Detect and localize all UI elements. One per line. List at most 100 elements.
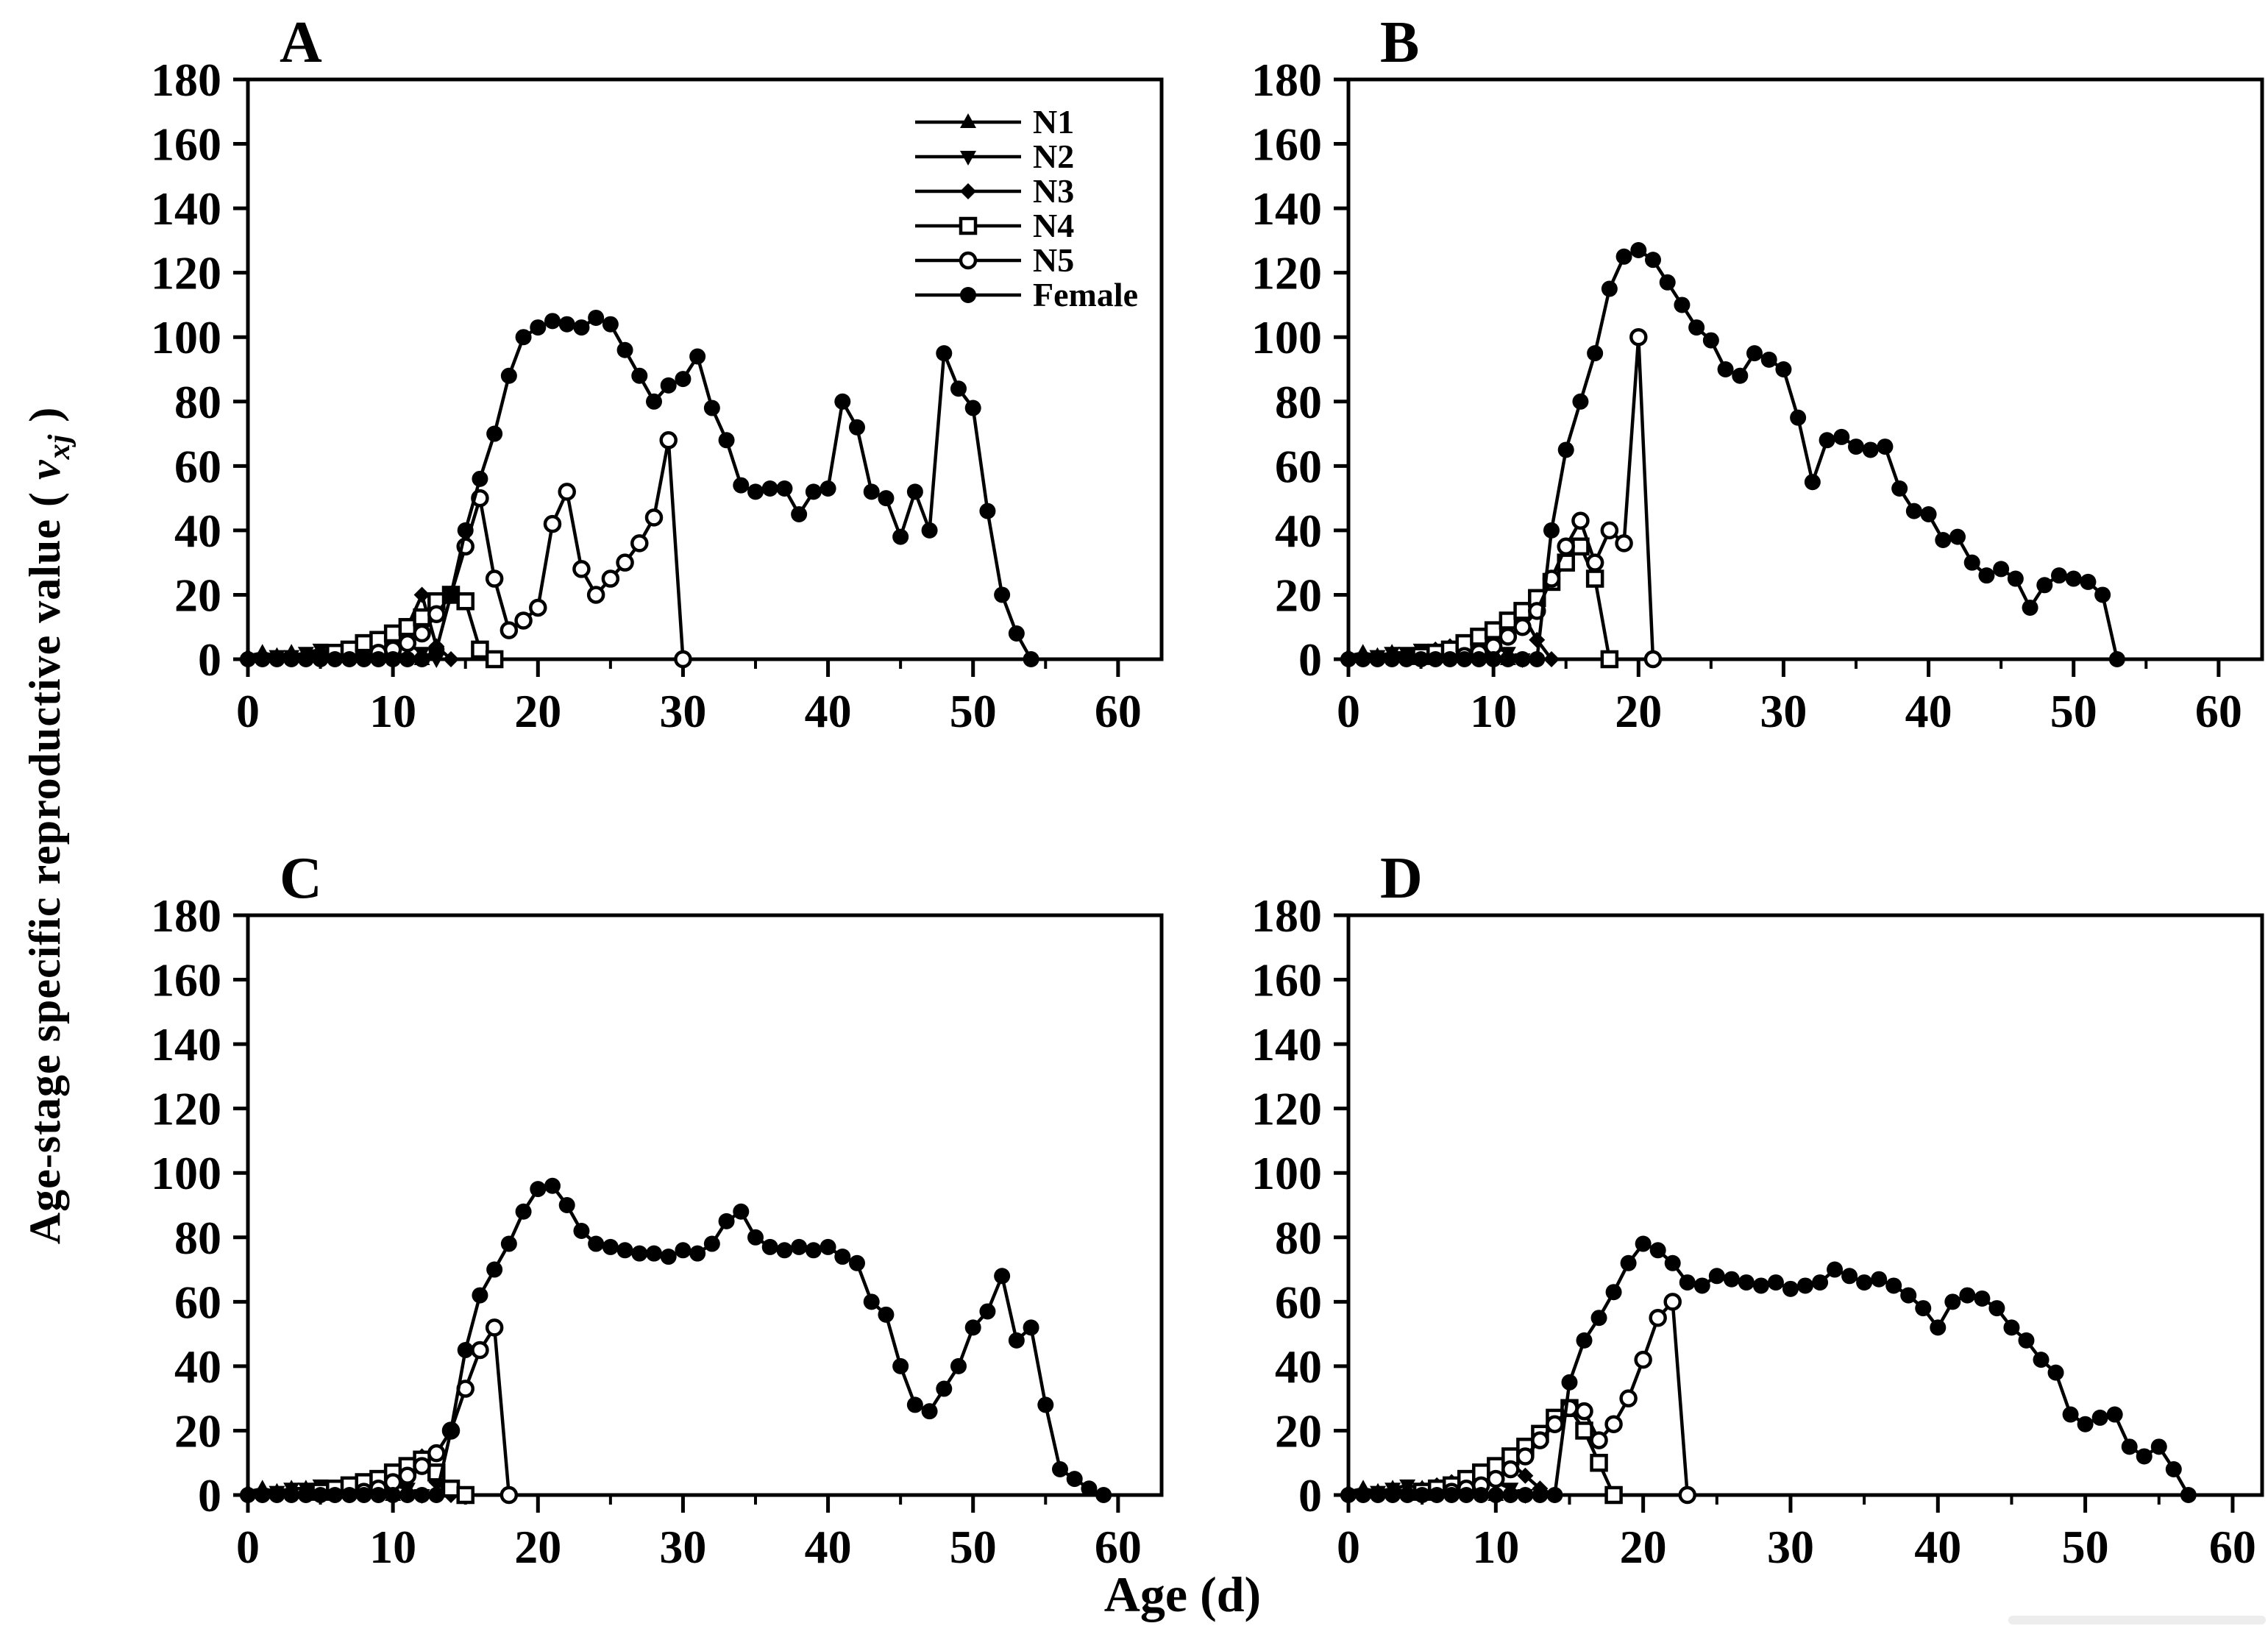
y-tick-label: 180 — [1251, 890, 1322, 942]
y-tick-label: 160 — [1251, 954, 1322, 1006]
legend-label: N4 — [1033, 207, 1074, 244]
series-markers-female — [240, 309, 1039, 667]
plot-frame — [246, 77, 1164, 661]
y-axis-title-prefix: Age-stage specific reproductive value ( — [21, 480, 69, 1245]
y-tick-label: 160 — [151, 118, 221, 171]
series-line-n5 — [377, 439, 685, 660]
plot-frame — [1346, 77, 2264, 661]
y-tick-label: 80 — [174, 1212, 221, 1264]
x-tick-label: 60 — [1095, 685, 1142, 737]
x-tick-label: 0 — [236, 1521, 260, 1573]
legend-label: N2 — [1033, 138, 1074, 175]
y-tick-label: 60 — [1275, 1276, 1322, 1328]
y-axis-title-text: Age-stage specific reproductive value ( … — [20, 407, 77, 1245]
y-tick-label: 60 — [1275, 440, 1322, 492]
x-tick-label: 40 — [805, 685, 852, 737]
y-tick-label: 120 — [1251, 247, 1322, 299]
x-tick-label: 50 — [950, 685, 997, 737]
y-tick-label: 20 — [174, 569, 221, 621]
y-tick-label: 140 — [151, 182, 221, 235]
y-tick-label: 0 — [198, 1469, 221, 1522]
y-tick-label: 100 — [151, 311, 221, 363]
legend-label: N3 — [1033, 172, 1074, 210]
y-tick-label: 180 — [151, 54, 221, 106]
plot-frame — [1346, 913, 2264, 1497]
x-tick-label: 50 — [950, 1521, 997, 1573]
x-tick-label: 20 — [1620, 1521, 1667, 1573]
y-tick-label: 40 — [174, 505, 221, 557]
x-tick-label: 10 — [1470, 685, 1517, 737]
x-tick-label: 30 — [1767, 1521, 1814, 1573]
panel-letter: B — [1380, 12, 1419, 75]
y-tick-label: 140 — [1251, 1018, 1322, 1071]
series-markers-n5 — [1455, 327, 1663, 669]
panel-letter: D — [1380, 848, 1423, 911]
x-tick-label: 0 — [1337, 685, 1360, 737]
scan-artifact — [2008, 1616, 2266, 1625]
y-tick-label: 180 — [1251, 54, 1322, 106]
y-tick-label: 20 — [1275, 1405, 1322, 1457]
series-markers-n5 — [1442, 1293, 1696, 1505]
legend-label: N1 — [1033, 103, 1074, 141]
y-tick-label: 60 — [174, 1276, 221, 1328]
legend-label: Female — [1033, 276, 1138, 313]
y-axis-title: Age-stage specific reproductive value ( … — [0, 0, 97, 1651]
plot-frame — [246, 913, 1164, 1497]
series-markers-n4 — [326, 586, 504, 669]
panel-D-chart: 0 20 40 60 80 100 120 140 160 180 0 10 20 30 40 50 60 D — [1251, 848, 2264, 1573]
x-tick-label: 0 — [1337, 1521, 1360, 1573]
panel-B-chart: 0 20 40 60 80 100 120 140 160 180 0 10 20 30 40 50 60 B — [1251, 12, 2264, 737]
y-tick-label: 0 — [198, 633, 221, 686]
y-tick-label: 140 — [151, 1018, 221, 1071]
x-tick-label: 40 — [1914, 1521, 1961, 1573]
series-line-female — [248, 1184, 1105, 1497]
y-tick-label: 100 — [151, 1147, 221, 1199]
y-tick-label: 40 — [174, 1341, 221, 1393]
y-tick-label: 100 — [1251, 1147, 1322, 1199]
y-tick-label: 160 — [151, 954, 221, 1006]
x-tick-label: 50 — [2062, 1521, 2109, 1573]
y-tick-label: 100 — [1251, 311, 1322, 363]
x-tick-label: 20 — [514, 685, 561, 737]
x-tick-label: 30 — [1760, 685, 1807, 737]
series-markers-n5 — [369, 431, 692, 669]
series-markers-female — [240, 1177, 1112, 1503]
x-tick-label: 40 — [1905, 685, 1952, 737]
x-tick-label: 40 — [805, 1521, 852, 1573]
x-tick-label: 50 — [2050, 685, 2097, 737]
series-line-female — [1348, 248, 2119, 661]
y-tick-label: 0 — [1298, 1469, 1322, 1522]
y-tick-label: 140 — [1251, 182, 1322, 235]
panel-letter: C — [280, 848, 322, 911]
x-tick-label: 10 — [1472, 1521, 1519, 1573]
x-tick-label: 10 — [369, 1521, 416, 1573]
x-tick-label: 60 — [1095, 1521, 1142, 1573]
y-tick-label: 60 — [174, 440, 221, 492]
panel-A: 0 20 40 60 80 100 120 140 160 180 0 10 20 30 40 50 60 A N1… — [104, 12, 1164, 784]
x-tick-label: 20 — [1615, 685, 1662, 737]
legend-label: N5 — [1033, 241, 1074, 279]
y-axis-title-subscript: xj — [43, 433, 77, 460]
x-tick-label: 0 — [236, 685, 260, 737]
panel-C-chart: 0 20 40 60 80 100 120 140 160 180 0 10 20 30 40 50 60 C — [151, 848, 1164, 1573]
y-tick-label: 40 — [1275, 505, 1322, 557]
panel-C: 0 20 40 60 80 100 120 140 160 180 0 10 20 30 40 50 60 C — [104, 848, 1164, 1620]
series-markers-female — [1340, 1235, 2197, 1503]
y-tick-label: 20 — [1275, 569, 1322, 621]
panel-letter: A — [280, 12, 322, 75]
x-axis-title: Age (d) — [1103, 1566, 1262, 1622]
y-tick-label: 120 — [1251, 1083, 1322, 1135]
y-tick-label: 180 — [151, 890, 221, 942]
panel-B: 0 20 40 60 80 100 120 140 160 180 0 10 20 30 40 50 60 B — [1205, 12, 2264, 784]
y-tick-label: 120 — [151, 1083, 221, 1135]
y-axis-title-suffix: ) — [21, 406, 69, 434]
x-tick-label: 60 — [2209, 1521, 2256, 1573]
x-tick-label: 30 — [659, 685, 706, 737]
x-tick-label: 10 — [369, 685, 416, 737]
series-markers-female — [1340, 242, 2125, 667]
y-tick-label: 120 — [151, 247, 221, 299]
y-tick-label: 40 — [1275, 1341, 1322, 1393]
x-tick-label: 20 — [514, 1521, 561, 1573]
